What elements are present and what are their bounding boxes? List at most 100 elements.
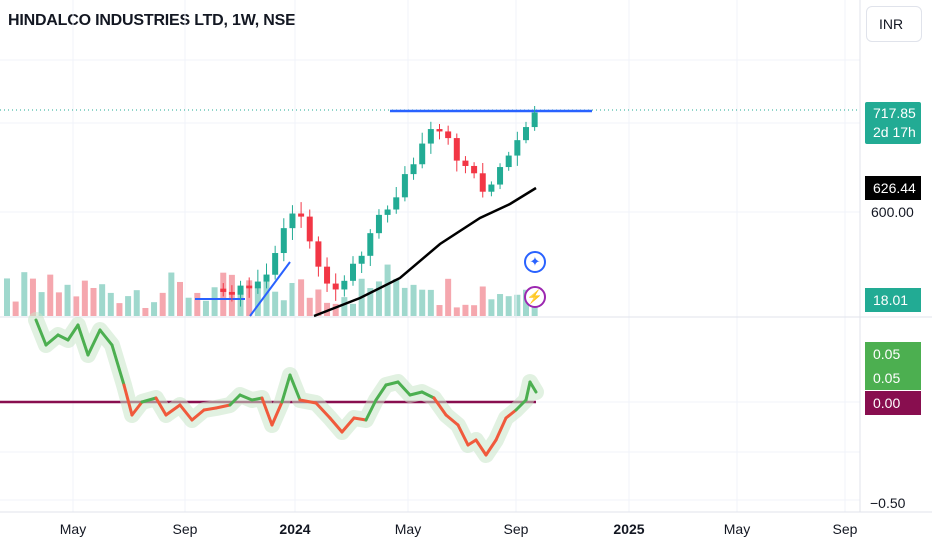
volume-bar — [471, 305, 478, 316]
candle-body — [272, 253, 279, 275]
price-level-label: 600.00 — [871, 204, 914, 220]
volume-bar — [194, 292, 201, 316]
candle-body — [306, 216, 313, 242]
candle-body — [263, 274, 270, 282]
volume-bar — [341, 297, 348, 316]
osc-line-segment — [466, 438, 478, 447]
osc-line-segment — [140, 396, 158, 404]
volume-bar — [272, 291, 279, 316]
volume-bar — [350, 303, 356, 316]
osc-line-segment — [122, 383, 134, 417]
candle-body — [419, 143, 426, 165]
volume-bar — [142, 307, 149, 316]
volume-bar — [12, 301, 19, 316]
volume-bar — [445, 278, 452, 316]
volume-bar — [29, 278, 36, 316]
currency-button[interactable]: INR — [866, 6, 922, 42]
time-label: Sep — [503, 521, 529, 537]
osc-line-segment — [420, 390, 436, 400]
volume-bar — [479, 286, 486, 316]
osc-line-segment — [228, 393, 242, 407]
osc-line-segment — [514, 398, 528, 412]
candle-body — [341, 280, 348, 290]
candle-body — [246, 285, 253, 289]
last-price-value: 717.85 — [873, 105, 916, 121]
volume-bar — [436, 305, 443, 316]
volume-bar — [410, 284, 417, 316]
volume-bar — [21, 272, 28, 316]
osc-line-segment — [76, 323, 90, 357]
candle-body — [453, 138, 460, 161]
candle-body — [289, 213, 296, 229]
candle-body — [531, 112, 538, 128]
osc-line-segment — [314, 401, 332, 420]
osc-zero-tag: 0.00 — [865, 391, 921, 415]
osc-line-segment — [384, 380, 400, 387]
volume-bar — [168, 272, 175, 316]
volume-bar — [462, 304, 469, 316]
osc-line-segment — [178, 403, 194, 422]
osc-line-segment — [260, 396, 274, 427]
time-label: 2024 — [279, 521, 311, 537]
osc-line-segment — [288, 373, 302, 402]
candle-body — [505, 155, 512, 168]
ma-value-tag: 626.44 — [865, 176, 921, 200]
candle-body — [471, 165, 478, 174]
volume-bar — [514, 294, 521, 316]
candle-body — [436, 129, 443, 132]
volume-bar — [99, 284, 106, 316]
candle-body — [358, 255, 365, 264]
osc-line-segment — [66, 323, 80, 342]
sparkle-icon[interactable]: ✦ — [524, 251, 546, 273]
volume-bar — [254, 286, 261, 316]
candle-body — [228, 291, 235, 295]
candle-body — [427, 129, 434, 144]
candle-body — [367, 233, 374, 256]
osc-line-segment — [352, 416, 368, 422]
candle-body — [332, 283, 339, 290]
volume-bar — [125, 296, 132, 316]
lightning-icon[interactable]: ⚡ — [524, 286, 546, 308]
candle-body — [315, 241, 322, 267]
candle-body — [254, 281, 261, 289]
osc-line-segment — [238, 393, 254, 402]
osc-value-b: 0.05 — [865, 366, 921, 390]
osc-line-segment — [34, 318, 48, 347]
time-label: 2025 — [613, 521, 645, 537]
osc-line-segment — [396, 380, 412, 397]
volume-bar — [159, 292, 166, 316]
volume-bar — [47, 274, 54, 316]
candle-body — [375, 214, 382, 234]
osc-line-segment — [250, 396, 264, 402]
osc-line-segment — [298, 398, 318, 405]
volume-bar — [497, 294, 504, 316]
volume-bar — [453, 307, 460, 316]
volume-bar — [401, 287, 408, 316]
osc-value-a: 0.05 — [865, 342, 921, 366]
candle-body — [220, 288, 227, 292]
volume-bar — [427, 289, 434, 316]
volume-bar — [38, 292, 45, 316]
osc-line-segment — [504, 408, 518, 420]
volume-tag: 18.01 M — [865, 288, 921, 332]
osc-line-segment — [56, 333, 70, 342]
volume-bar — [246, 280, 253, 316]
trend-line — [249, 261, 291, 317]
volume-bar — [73, 296, 80, 316]
osc-line-segment — [524, 380, 532, 402]
volume-bar — [488, 299, 495, 316]
volume-bar — [151, 302, 158, 316]
osc-line-segment — [444, 413, 460, 427]
volume-bar — [185, 297, 192, 316]
candle-body — [298, 213, 305, 217]
volume-bar — [211, 287, 218, 316]
osc-line-segment — [456, 423, 470, 447]
osc-line-segment — [528, 380, 538, 394]
volume-bar — [4, 278, 10, 316]
time-label: May — [394, 521, 422, 537]
volume-bar — [116, 303, 123, 316]
candle-body — [445, 131, 452, 139]
bar-countdown: 2d 17h — [873, 124, 916, 140]
osc-line-segment — [164, 403, 182, 417]
